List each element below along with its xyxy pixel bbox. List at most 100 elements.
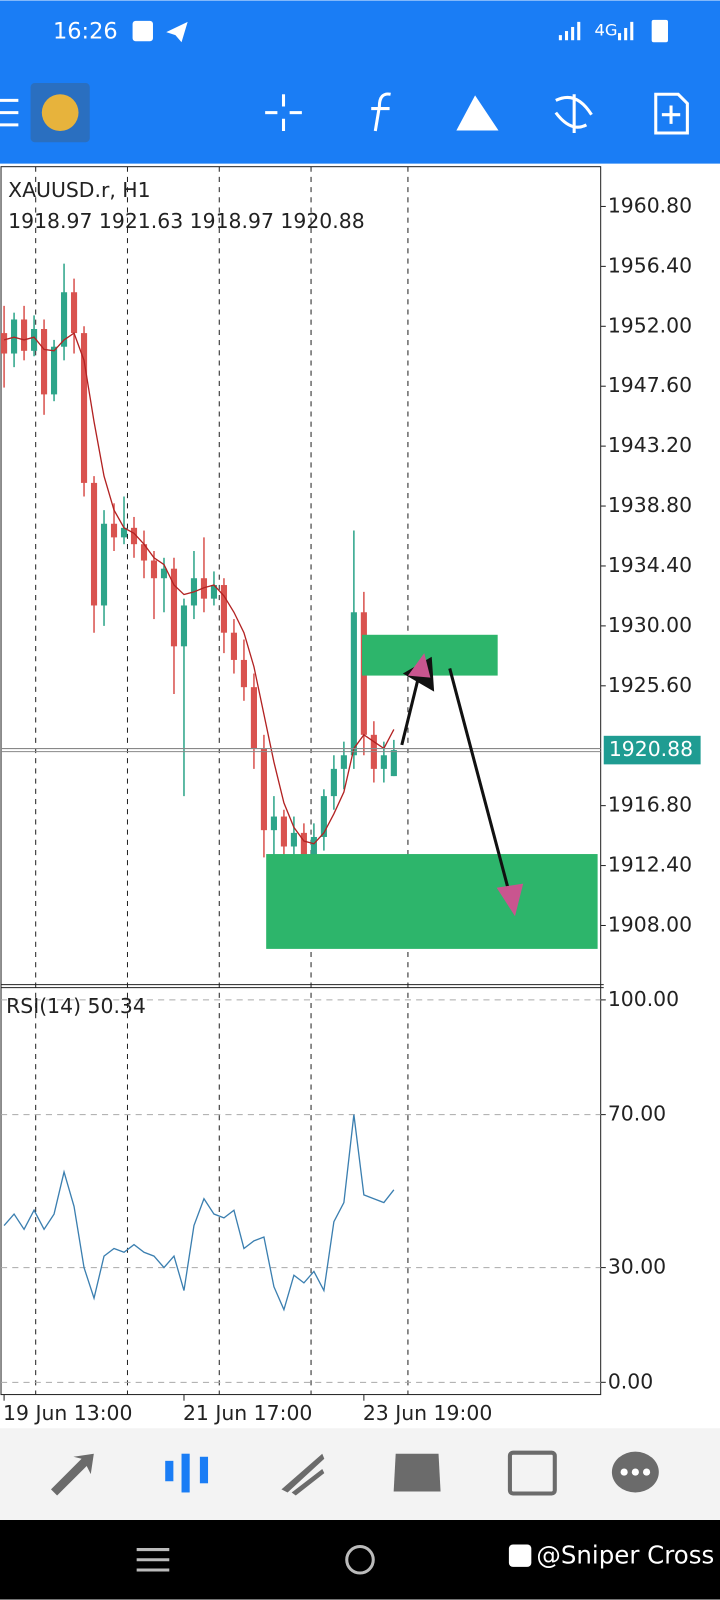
new-order-button[interactable] <box>654 92 689 135</box>
chart-frame <box>0 166 604 1396</box>
candle-body <box>340 755 347 769</box>
candle-body <box>50 346 58 395</box>
candle-body <box>100 523 108 606</box>
signal-icons <box>558 19 668 43</box>
bottom-nav <box>0 1428 720 1520</box>
arrow-head-up <box>407 653 431 678</box>
candle-body <box>170 568 178 647</box>
candle-body <box>210 585 218 599</box>
trade-button[interactable] <box>554 94 593 134</box>
ohlc-close: 1920.88 <box>280 209 364 233</box>
chart-tab[interactable] <box>165 1453 209 1493</box>
home-button[interactable] <box>345 1544 375 1575</box>
y-tick-label: 1952.00 <box>608 313 692 337</box>
candle-body <box>60 292 68 347</box>
period-separators <box>35 166 409 1395</box>
news-tab[interactable] <box>507 1450 557 1496</box>
candle-body <box>260 748 267 831</box>
ohlc-high: 1921.63 <box>99 209 183 233</box>
candle-body <box>390 750 397 777</box>
candle-body <box>1 333 8 354</box>
arrows <box>400 656 510 889</box>
history-tab[interactable] <box>393 1453 441 1492</box>
y-tick-label: 1930.00 <box>608 613 692 637</box>
candle-body <box>140 544 148 561</box>
y-tick-label: 1912.40 <box>608 853 692 877</box>
symbol-title: XAUUSD.r, H1 <box>8 178 150 202</box>
ohlc-low: 1918.97 <box>190 209 274 233</box>
ohlc-open: 1918.97 <box>8 209 92 233</box>
candle-body <box>310 836 317 865</box>
candle-body <box>120 527 128 538</box>
candle-body <box>320 796 327 837</box>
y-tick-label: 1943.20 <box>608 433 692 457</box>
quotes-tab[interactable] <box>50 1453 94 1496</box>
candle-body <box>160 568 168 579</box>
indicator-button[interactable] <box>371 92 391 132</box>
rsi-line <box>3 1114 395 1312</box>
watermark: @Sniper Cross <box>536 1541 714 1570</box>
demand-zone <box>266 854 598 949</box>
x-tick-label: 23 Jun 19:00 <box>363 1401 492 1425</box>
toolbar-icons <box>265 92 689 135</box>
candle-body <box>80 333 88 483</box>
y-tick-label: 1925.60 <box>608 673 692 697</box>
menu-button[interactable] <box>0 98 19 127</box>
system-nav <box>0 1520 720 1600</box>
current-price-box <box>603 735 701 765</box>
network-type: 4G <box>595 21 618 40</box>
candle-body <box>330 768 337 797</box>
candle-body <box>130 527 138 545</box>
candle-body <box>70 292 78 334</box>
app-bar <box>0 0 720 164</box>
watermark-icon <box>508 1544 532 1567</box>
facebook-icon <box>132 20 153 42</box>
y-tick-label: 1938.80 <box>608 493 692 517</box>
y-tick-label: 1960.80 <box>608 193 692 217</box>
chat-dots <box>620 1468 651 1476</box>
y-tick-label: 0.00 <box>608 1369 653 1393</box>
y-tick-label: 70.00 <box>608 1102 666 1126</box>
candle-body <box>21 319 28 351</box>
candle-body <box>300 832 307 865</box>
candle-body <box>280 816 287 847</box>
y-tick-label: 30.00 <box>608 1255 666 1279</box>
trade-tab[interactable] <box>281 1453 325 1496</box>
candle-body <box>40 329 48 395</box>
candle-body <box>180 605 188 647</box>
candle-body <box>270 816 277 831</box>
x-tick-label: 19 Jun 13:00 <box>3 1401 132 1425</box>
arrow-head-down <box>496 883 524 917</box>
y-tick-label: 100.00 <box>608 987 679 1011</box>
candle-body <box>90 482 98 606</box>
candle-body <box>380 755 387 769</box>
candle-body <box>230 632 238 660</box>
candle-body <box>110 523 118 538</box>
candle-body <box>240 659 248 688</box>
recents-button[interactable] <box>136 1548 170 1572</box>
y-tick-label: 1934.40 <box>608 553 692 577</box>
app-logo-mark <box>41 94 79 131</box>
clock: 16:26 <box>53 19 118 45</box>
crosshair-button[interactable] <box>265 94 302 131</box>
current-price-label: 1920.88 <box>609 737 693 761</box>
rsi-header: RSI(14) 50.34 <box>6 994 146 1018</box>
candle-body <box>290 832 297 847</box>
rsi-value: 50.34 <box>88 994 146 1018</box>
ohlc-line: 1918.97 1921.63 1918.97 1920.88 <box>8 209 365 233</box>
system-buttons <box>136 1544 375 1575</box>
objects-button[interactable] <box>456 95 499 131</box>
y-tick-label: 1947.60 <box>608 373 692 397</box>
candle-body <box>220 585 228 633</box>
plot-layer: 1960.80 1956.40 1952.00 1947.60 1943.20 1938.… <box>1 193 701 1425</box>
candle-body <box>250 687 257 749</box>
y-tick-label: 1956.40 <box>608 253 692 277</box>
candle-body <box>31 329 38 351</box>
y-tick-label: 1916.80 <box>608 793 692 817</box>
y-tick-label: 1908.00 <box>608 912 692 936</box>
x-tick-label: 21 Jun 17:00 <box>183 1401 312 1425</box>
telegram-icon <box>166 21 188 43</box>
candle-body <box>150 560 158 579</box>
